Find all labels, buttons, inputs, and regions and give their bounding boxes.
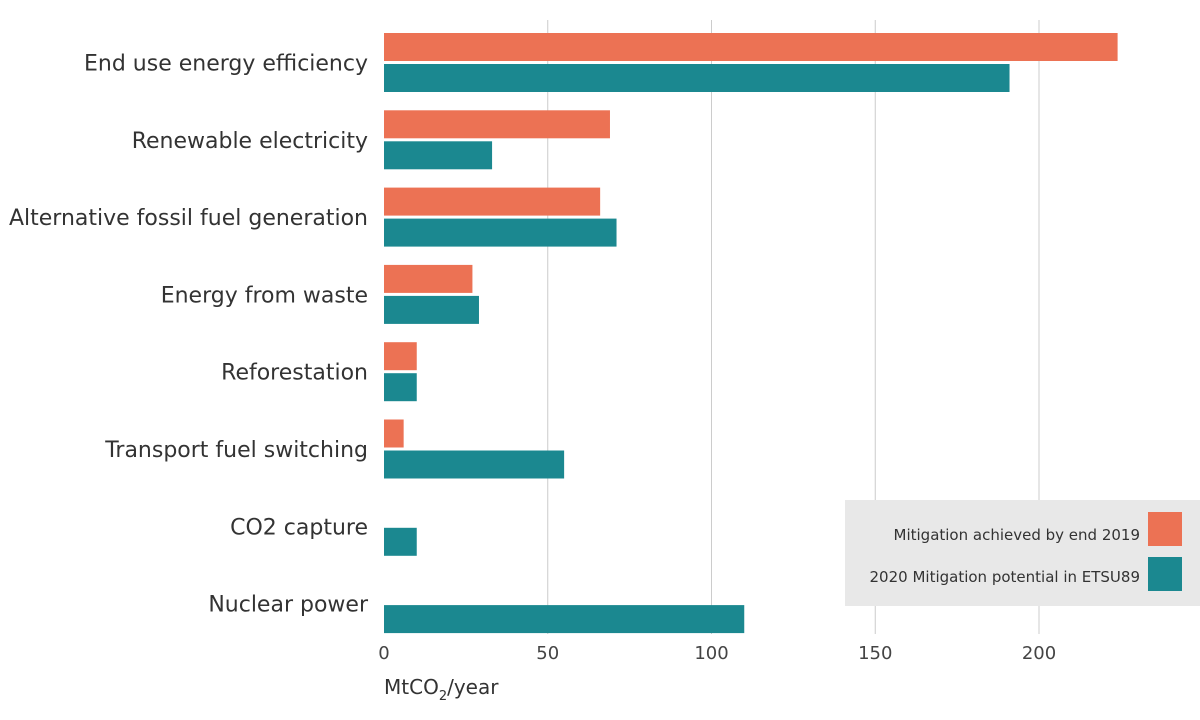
bar-potential: [384, 295, 479, 324]
x-axis-title: MtCO2/year: [384, 675, 499, 704]
bar-potential: [384, 450, 565, 479]
legend: Mitigation achieved by end 2019 2020 Mit…: [845, 500, 1200, 606]
bar-achieved: [384, 342, 417, 371]
bar-potential: [384, 64, 1010, 92]
x-tick-label: 200: [1022, 643, 1056, 664]
legend-swatch-series-1: [1148, 512, 1182, 546]
category-label: CO2 capture: [230, 515, 368, 540]
legend-background: [845, 500, 1200, 606]
category-label: Reforestation: [221, 361, 368, 386]
category-label: Energy from waste: [161, 283, 368, 308]
bar-achieved: [384, 187, 601, 216]
x-tick-label: 150: [858, 643, 892, 664]
category-labels: End use energy efficiency Renewable elect…: [9, 52, 369, 618]
x-tick-label: 0: [378, 643, 389, 664]
bars: [384, 33, 1118, 634]
bar-achieved: [384, 110, 610, 139]
x-tick-label: 100: [694, 643, 728, 664]
legend-label-series-2: 2020 Mitigation potential in ETSU89: [870, 568, 1140, 586]
category-label: Nuclear power: [208, 593, 369, 618]
bar-potential: [384, 141, 493, 170]
category-label: End use energy efficiency: [84, 52, 368, 77]
category-label: Renewable electricity: [132, 129, 368, 154]
category-label: Transport fuel switching: [104, 438, 368, 463]
bar-potential: [384, 605, 745, 634]
bar-achieved: [384, 419, 404, 448]
legend-swatch-series-2: [1148, 557, 1182, 591]
bar-potential: [384, 527, 417, 556]
x-tick-label: 50: [536, 643, 559, 664]
legend-label-series-1: Mitigation achieved by end 2019: [894, 526, 1140, 544]
bar-achieved: [384, 264, 473, 293]
bar-potential: [384, 373, 417, 402]
x-tick-labels: 0 50 100 150 200: [378, 643, 1056, 664]
bar-potential: [384, 218, 617, 247]
category-label: Alternative fossil fuel generation: [9, 206, 368, 231]
bar-achieved: [384, 33, 1118, 61]
